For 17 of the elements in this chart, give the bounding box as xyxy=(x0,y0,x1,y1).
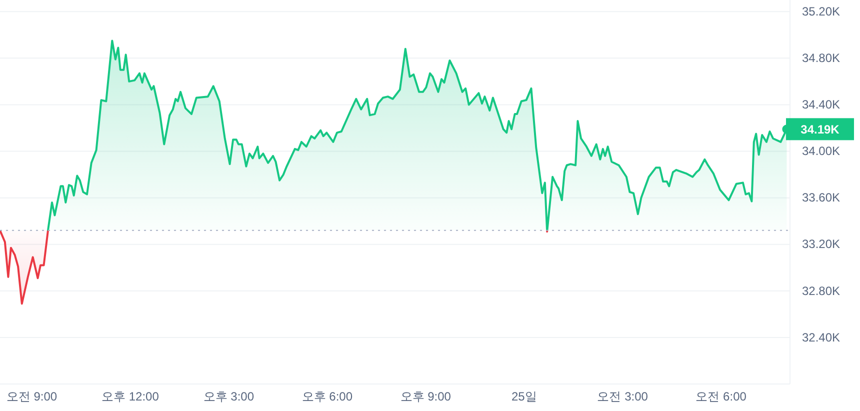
x-tick-label: 오후 9:00 xyxy=(400,390,452,404)
x-tick-label: 오후 12:00 xyxy=(102,390,160,404)
x-tick-label: 25일 xyxy=(511,390,537,404)
y-tick-label: 32.80K xyxy=(802,284,840,298)
y-tick-label: 35.20K xyxy=(802,4,840,18)
annotation: 34.19K xyxy=(800,122,840,137)
x-tick-label: 오전 6:00 xyxy=(696,390,747,404)
y-tick-label: 33.60K xyxy=(802,190,840,205)
x-tick-label: 오후 3:00 xyxy=(203,390,254,404)
x-tick-label: 오전 9:00 xyxy=(6,390,58,404)
y-tick-label: 34.00K xyxy=(802,144,840,158)
y-tick-label: 33.20K xyxy=(802,237,840,252)
x-tick-label: 오전 3:00 xyxy=(597,390,648,404)
y-tick-label: 32.40K xyxy=(802,330,840,344)
y-tick-label: 34.40K xyxy=(802,98,840,112)
y-tick-label: 34.80K xyxy=(802,51,840,66)
x-tick-label: 오후 6:00 xyxy=(302,390,353,404)
